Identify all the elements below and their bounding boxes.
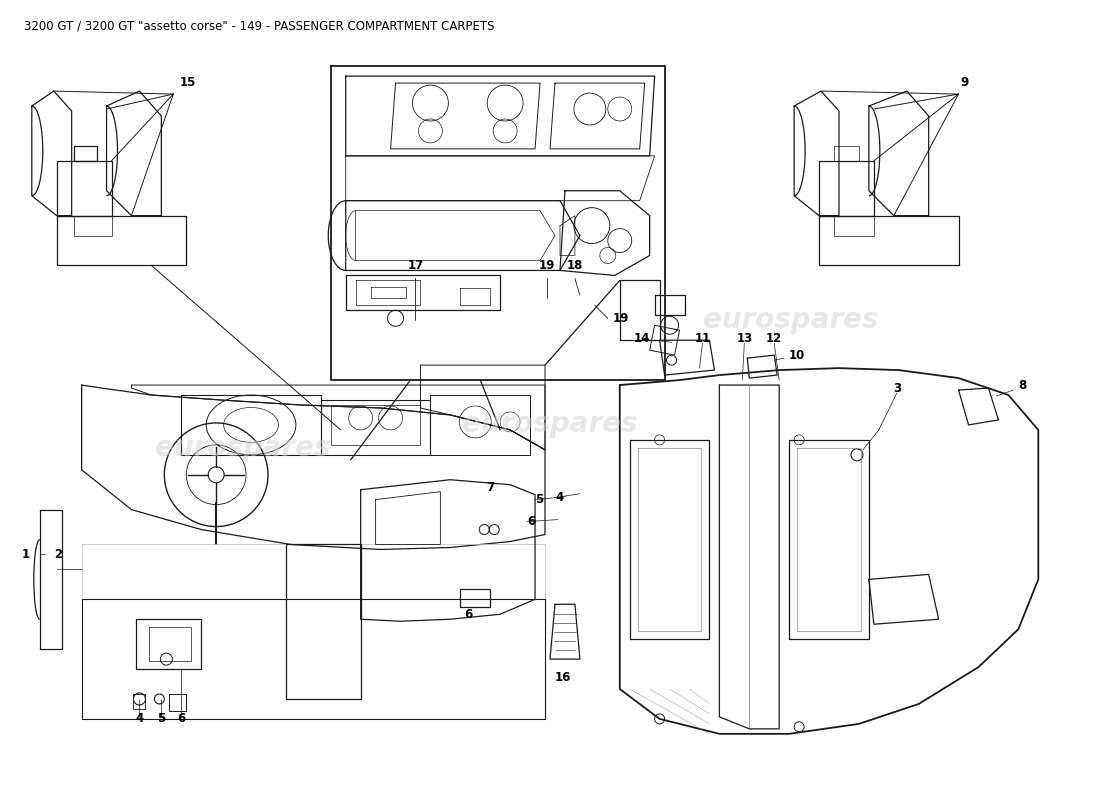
Text: 14: 14 (634, 332, 650, 345)
Text: 6: 6 (177, 712, 186, 726)
Text: 6: 6 (527, 515, 536, 528)
Text: 7: 7 (486, 481, 494, 494)
Text: 17: 17 (407, 259, 424, 273)
Text: eurospares: eurospares (462, 410, 638, 438)
Text: 19: 19 (613, 312, 629, 325)
Text: 3200 GT / 3200 GT "assetto corse" - 149 - PASSENGER COMPARTMENT CARPETS: 3200 GT / 3200 GT "assetto corse" - 149 … (24, 19, 494, 32)
Text: 15: 15 (179, 76, 196, 89)
Text: 16: 16 (554, 670, 571, 683)
Text: 12: 12 (766, 332, 782, 345)
Text: 4: 4 (135, 712, 144, 726)
Text: 1: 1 (22, 548, 30, 561)
Text: 6: 6 (464, 608, 472, 621)
Text: 9: 9 (960, 76, 969, 89)
Text: 5: 5 (535, 493, 543, 506)
Text: 18: 18 (566, 259, 583, 273)
Text: 2: 2 (54, 548, 62, 561)
Text: 8: 8 (1019, 378, 1026, 391)
Text: 10: 10 (789, 349, 805, 362)
Text: 13: 13 (736, 332, 752, 345)
Text: 4: 4 (556, 491, 563, 504)
Text: 19: 19 (539, 259, 556, 273)
Text: eurospares: eurospares (155, 434, 331, 462)
Text: 3: 3 (893, 382, 901, 394)
Text: 5: 5 (157, 712, 165, 726)
Text: 11: 11 (694, 332, 711, 345)
Text: eurospares: eurospares (703, 306, 879, 334)
